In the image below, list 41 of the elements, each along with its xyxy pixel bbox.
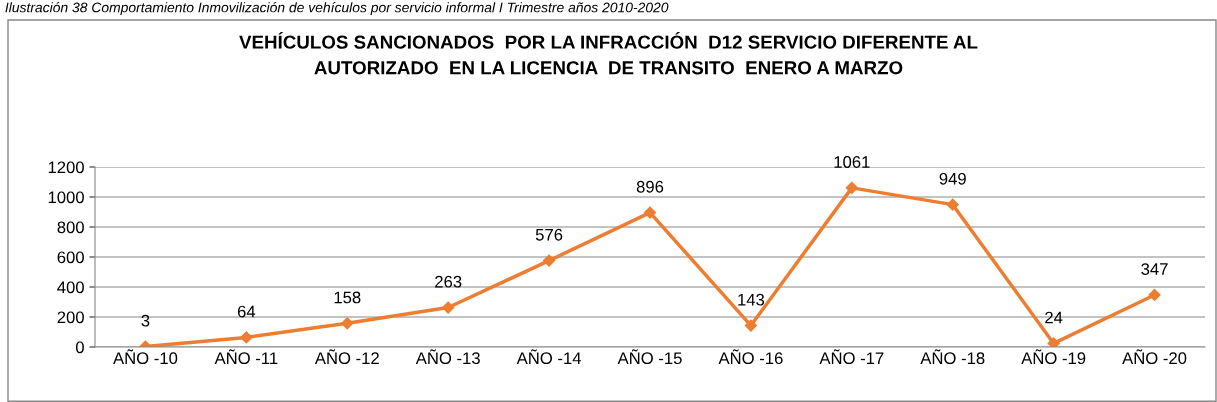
chart-title: VEHÍCULOS SANCIONADOS POR LA INFRACCIÓN D12 SERVICIO DIFERENTE AL AUTORIZADO EN LA LICENCIA DE TRANSITO ENERO A MARZO <box>239 31 978 75</box>
data-label: 143 <box>738 293 765 306</box>
data-label: 576 <box>535 228 563 241</box>
data-label: 24 <box>1045 311 1063 324</box>
point <box>542 254 556 267</box>
x-tick-label: AÑO -13 <box>415 349 480 365</box>
data-label: 3 <box>141 314 150 327</box>
y-tick-label: 1200 <box>48 161 84 174</box>
point <box>744 319 758 332</box>
y-tick-label: 800 <box>57 221 84 234</box>
point <box>341 317 354 330</box>
y-tick-label: 400 <box>57 281 84 294</box>
data-label: 347 <box>1141 263 1168 275</box>
x-tick-label: AÑO -20 <box>1122 349 1187 365</box>
x-tick-label: AÑO -12 <box>314 349 379 365</box>
data-label: 1061 <box>834 156 870 168</box>
x-tick-label: AÑO -17 <box>819 349 884 365</box>
x-tick-label: AÑO -19 <box>1021 349 1086 365</box>
point <box>1148 288 1161 302</box>
data-label: 263 <box>435 275 462 288</box>
point <box>845 181 858 194</box>
point <box>643 206 657 219</box>
point <box>946 198 959 211</box>
y-tick-label: 1000 <box>48 191 84 204</box>
data-label: 158 <box>334 291 361 304</box>
data-label: 64 <box>237 305 256 318</box>
x-tick-label: AÑO -10 <box>113 349 178 365</box>
y-tick-label: 0 <box>75 341 84 354</box>
data-label: 896 <box>636 180 664 193</box>
x-tick-label: AÑO -14 <box>516 349 582 365</box>
point <box>442 301 455 314</box>
y-tick-label: 600 <box>57 251 84 264</box>
x-tick-label: AÑO -18 <box>920 349 985 365</box>
data-label: 949 <box>939 172 966 185</box>
point <box>1047 337 1060 347</box>
x-tick-label: AÑO -11 <box>214 349 278 365</box>
point <box>240 331 253 344</box>
text: Ilustración 38 Comportamiento Inmovilización de vehículos por servicio informal I Trimestre años 2010-2020 <box>5 2 669 16</box>
x-tick-label: AÑO -16 <box>718 349 783 365</box>
x-tick-label: AÑO -15 <box>617 349 682 365</box>
y-tick-label: 200 <box>57 311 84 324</box>
